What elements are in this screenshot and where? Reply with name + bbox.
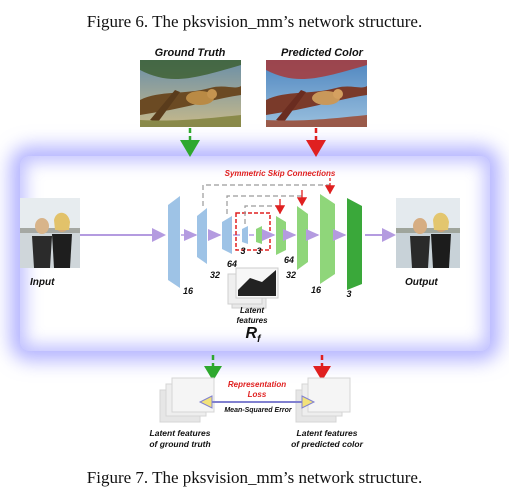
ground-truth-image [140,60,241,127]
pred-down-arrow-icon [306,140,326,157]
channel-label-3a: 3 [240,246,246,256]
gt-latent-down-arrow-icon [204,366,222,381]
encoder-block-16 [168,196,180,288]
pred-latent-stack [307,377,351,413]
mse-left-arrow-icon [198,395,213,409]
channel-label-3b: 3 [256,246,262,256]
gt-down-arrow-icon [180,140,200,157]
bottleneck-block-a [242,226,248,244]
output-image [396,198,460,268]
latent-pred-label: Latent features of predicted color [291,428,363,449]
input-image [20,198,80,268]
skip-connection-inner [244,205,281,224]
channel-label-64: 64 [226,259,237,269]
skip-connections-label: Symmetric Skip Connections [224,169,336,178]
figure-bottom-caption: Figure 7. The pksvision_mm’s network str… [86,468,423,487]
ground-truth-label: Ground Truth [154,47,226,59]
flow-arrow-output-icon [382,228,396,242]
representation-loss-label: Representation Loss [227,380,287,399]
skip-connection-middle [226,195,303,214]
channel-label-16: 16 [182,286,193,296]
encoder-block-64 [222,216,232,254]
decoder-block-64 [276,216,286,255]
rf-symbol: Rf [245,325,261,346]
input-label: Input [30,277,55,288]
predicted-color-image [266,60,367,127]
latent-features-label: Latent features [236,306,268,325]
gt-latent-stack [171,377,215,413]
pred-latent-down-arrow-icon [313,366,331,381]
channel-label-dec-64: 64 [283,255,294,265]
bottleneck-block-b [256,226,262,244]
flow-arrow-input-icon [152,228,166,242]
figure-top-caption: Figure 6. The pksvision_mm’s network str… [86,12,423,31]
decoder-block-32 [297,206,308,270]
mse-right-arrow-icon [301,395,316,409]
decoder-block-3 [347,198,362,290]
channel-label-dec-3: 3 [346,289,352,299]
bottleneck-box [235,212,271,251]
encoder-block-32 [197,208,207,264]
predicted-color-label: Predicted Color [281,47,363,59]
channel-label-dec-16: 16 [310,285,321,295]
decoder-block-16 [320,194,335,284]
channel-label-32: 32 [209,270,220,280]
output-label: Output [405,277,438,288]
latent-gt-label: Latent features of ground truth [149,428,211,449]
channel-label-dec-32: 32 [285,270,296,280]
mse-label: Mean-Squared Error [224,407,292,414]
